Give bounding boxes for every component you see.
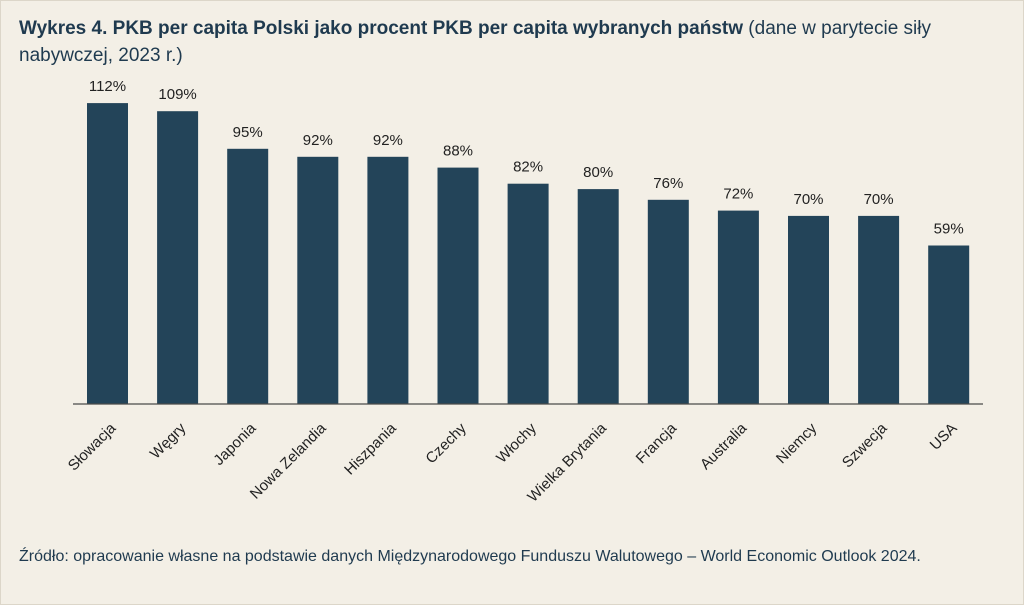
category-label-10: Niemcy (773, 419, 821, 467)
bar-2 (227, 148, 269, 404)
data-label-12: 59% (934, 221, 964, 238)
data-label-3: 92% (303, 132, 333, 149)
bar-0 (87, 103, 128, 404)
bar-6 (507, 183, 549, 404)
data-label-9: 72% (723, 186, 753, 203)
category-label-4: Hiszpania (341, 419, 400, 478)
data-label-8: 76% (653, 175, 683, 192)
chart-title-note: (dane w parytecie siły nabywczej, 2023 r… (19, 18, 931, 66)
category-label-8: Francja (633, 419, 681, 467)
bar-11 (858, 215, 900, 404)
data-label-6: 82% (513, 159, 543, 176)
bar-3 (297, 156, 339, 404)
data-label-11: 70% (864, 191, 894, 208)
category-label-1: Węgry (147, 419, 190, 462)
data-label-7: 80% (583, 164, 613, 181)
bar-series (87, 103, 970, 404)
data-labels: 112% 109% 95% 92% 92% 88% 82% 80% 76% 72% 70% 70% 59… (89, 78, 964, 237)
category-label-6: Włochy (493, 419, 540, 466)
bar-8 (647, 199, 689, 404)
source-note: Źródło: opracowanie własne na podstawie … (19, 548, 921, 565)
data-label-1: 109% (158, 86, 196, 103)
chart-title-main: Wykres 4. PKB per capita Polski jako pro… (19, 18, 744, 39)
data-label-4: 92% (373, 132, 403, 149)
category-label-5: Czechy (422, 419, 470, 467)
category-label-9: Australia (697, 419, 751, 473)
data-label-0: 112% (89, 78, 126, 95)
data-label-5: 88% (443, 143, 473, 160)
data-label-2: 95% (233, 124, 263, 141)
category-label-12: USA (927, 420, 961, 454)
chart-title: Wykres 4. PKB per capita Polski jako pro… (19, 15, 999, 69)
bar-1 (157, 111, 199, 404)
bar-12 (928, 245, 970, 404)
category-label-11: Szwecja (839, 419, 891, 471)
bar-7 (577, 189, 619, 404)
data-label-10: 70% (793, 191, 823, 208)
bar-5 (437, 167, 479, 404)
category-label-2: Japonia (210, 419, 260, 469)
category-label-0: Słowacja (65, 419, 120, 474)
bar-10 (788, 215, 829, 404)
bar-4 (367, 156, 409, 404)
bar-9 (717, 210, 759, 404)
